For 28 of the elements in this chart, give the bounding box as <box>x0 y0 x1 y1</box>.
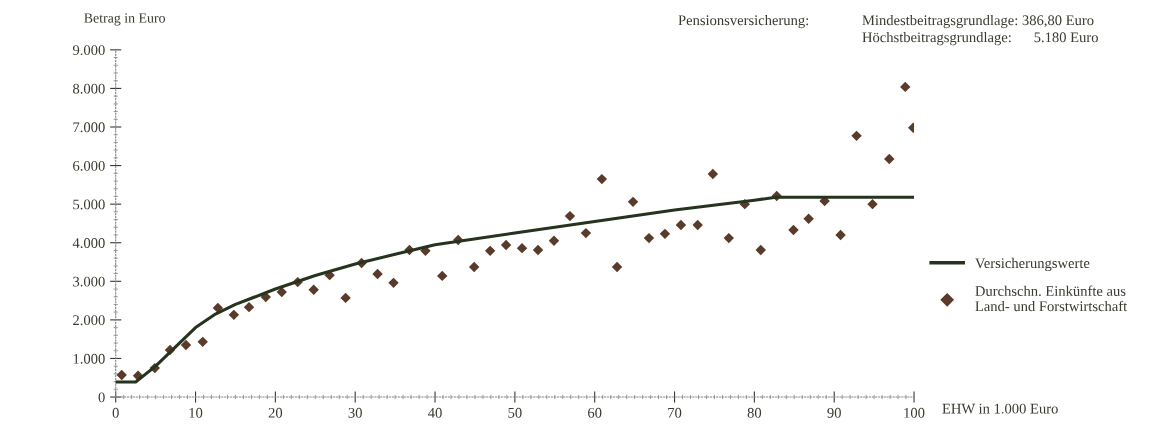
x-tick-label: 100 <box>904 407 925 418</box>
y-tick-label: 9.000 <box>72 45 105 56</box>
x-axis-title: EHW in 1.000 Euro <box>942 403 1058 414</box>
text: Höchstbeitragsgrundlage: 5.180 Euro <box>862 31 1098 46</box>
y-axis-title: Betrag in Euro <box>84 13 165 26</box>
x-tick-label: 30 <box>348 407 362 418</box>
x-tick-label: 0 <box>112 407 119 418</box>
text: Pensionsversicherung: <box>678 14 809 29</box>
x-tick-label: 90 <box>827 407 841 418</box>
text: Mindestbeitragsgrundlage: 386,80 Euro <box>862 14 1094 29</box>
x-tick-label: 60 <box>588 407 602 418</box>
legend-label: Versicherungswerte <box>975 257 1090 272</box>
y-tick-label: 6.000 <box>73 160 105 171</box>
x-tick-label: 80 <box>747 407 762 418</box>
y-tick-label: 4.000 <box>72 238 105 248</box>
y-tick-label: 8.000 <box>73 83 105 94</box>
y-tick-label: 1.000 <box>73 353 105 364</box>
y-tick-label: 5.000 <box>73 199 105 210</box>
x-tick-label: 10 <box>189 407 203 418</box>
y-tick-label: 7.000 <box>73 122 105 133</box>
y-tick-label: 0 <box>98 392 105 403</box>
x-tick-label: 40 <box>428 407 442 418</box>
legend-label: Durchschn. Einkünfte aus Land- und Forstwirtschaft <box>975 285 1128 312</box>
x-tick-label: 20 <box>268 407 283 418</box>
x-tick-label: 50 <box>508 407 522 418</box>
x-tick-label: 70 <box>668 407 682 418</box>
y-tick-label: 3.000 <box>73 276 105 287</box>
y-tick-label: 2.000 <box>73 315 105 326</box>
